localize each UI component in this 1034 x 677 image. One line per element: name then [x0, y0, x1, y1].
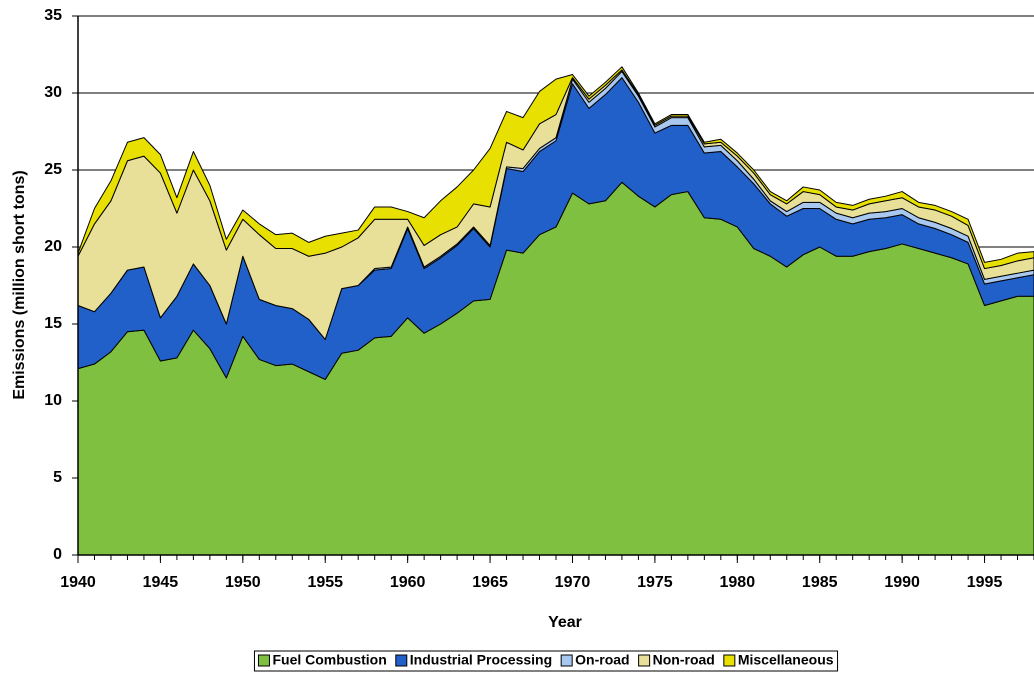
x-tick-label: 1950 [225, 574, 261, 591]
x-axis-label: Year [548, 614, 582, 631]
x-tick-label: 1975 [637, 574, 673, 591]
legend-label: Industrial Processing [410, 652, 552, 668]
x-tick-label: 1965 [472, 574, 508, 591]
area [77, 66, 1034, 270]
legend-swatch [395, 654, 408, 667]
legend-swatch [257, 654, 270, 667]
y-tick-label: 30 [44, 84, 62, 101]
legend-label: Fuel Combustion [272, 652, 386, 668]
x-tick-label: 1945 [143, 574, 179, 591]
x-tick-label: 1985 [802, 574, 838, 591]
x-tick-label: 1960 [390, 574, 426, 591]
legend-swatch [560, 654, 573, 667]
y-tick-label: 5 [53, 469, 62, 486]
legend-label: Non-road [653, 652, 715, 668]
y-tick-label: 0 [53, 546, 62, 563]
y-tick-label: 20 [44, 238, 62, 255]
y-tick-label: 25 [44, 161, 62, 178]
legend-label: Miscellaneous [738, 652, 834, 668]
x-tick-label: 1990 [884, 574, 920, 591]
x-tick-label: 1970 [555, 574, 591, 591]
legend-swatch [638, 654, 651, 667]
y-axis-label: Emissions (million short tons) [11, 170, 28, 399]
x-tick-label: 1940 [60, 574, 96, 591]
y-tick-label: 10 [44, 392, 62, 409]
y-tick-label: 35 [44, 7, 62, 24]
y-tick-label: 15 [44, 315, 62, 332]
x-tick-label: 1980 [720, 574, 756, 591]
legend-swatch [723, 654, 736, 667]
legend: Fuel Combustion Industrial Processing On-r… [253, 650, 839, 672]
x-tick-label: 1955 [307, 574, 343, 591]
legend-label: On-road [575, 652, 629, 668]
x-tick-label: 1995 [967, 574, 1003, 591]
